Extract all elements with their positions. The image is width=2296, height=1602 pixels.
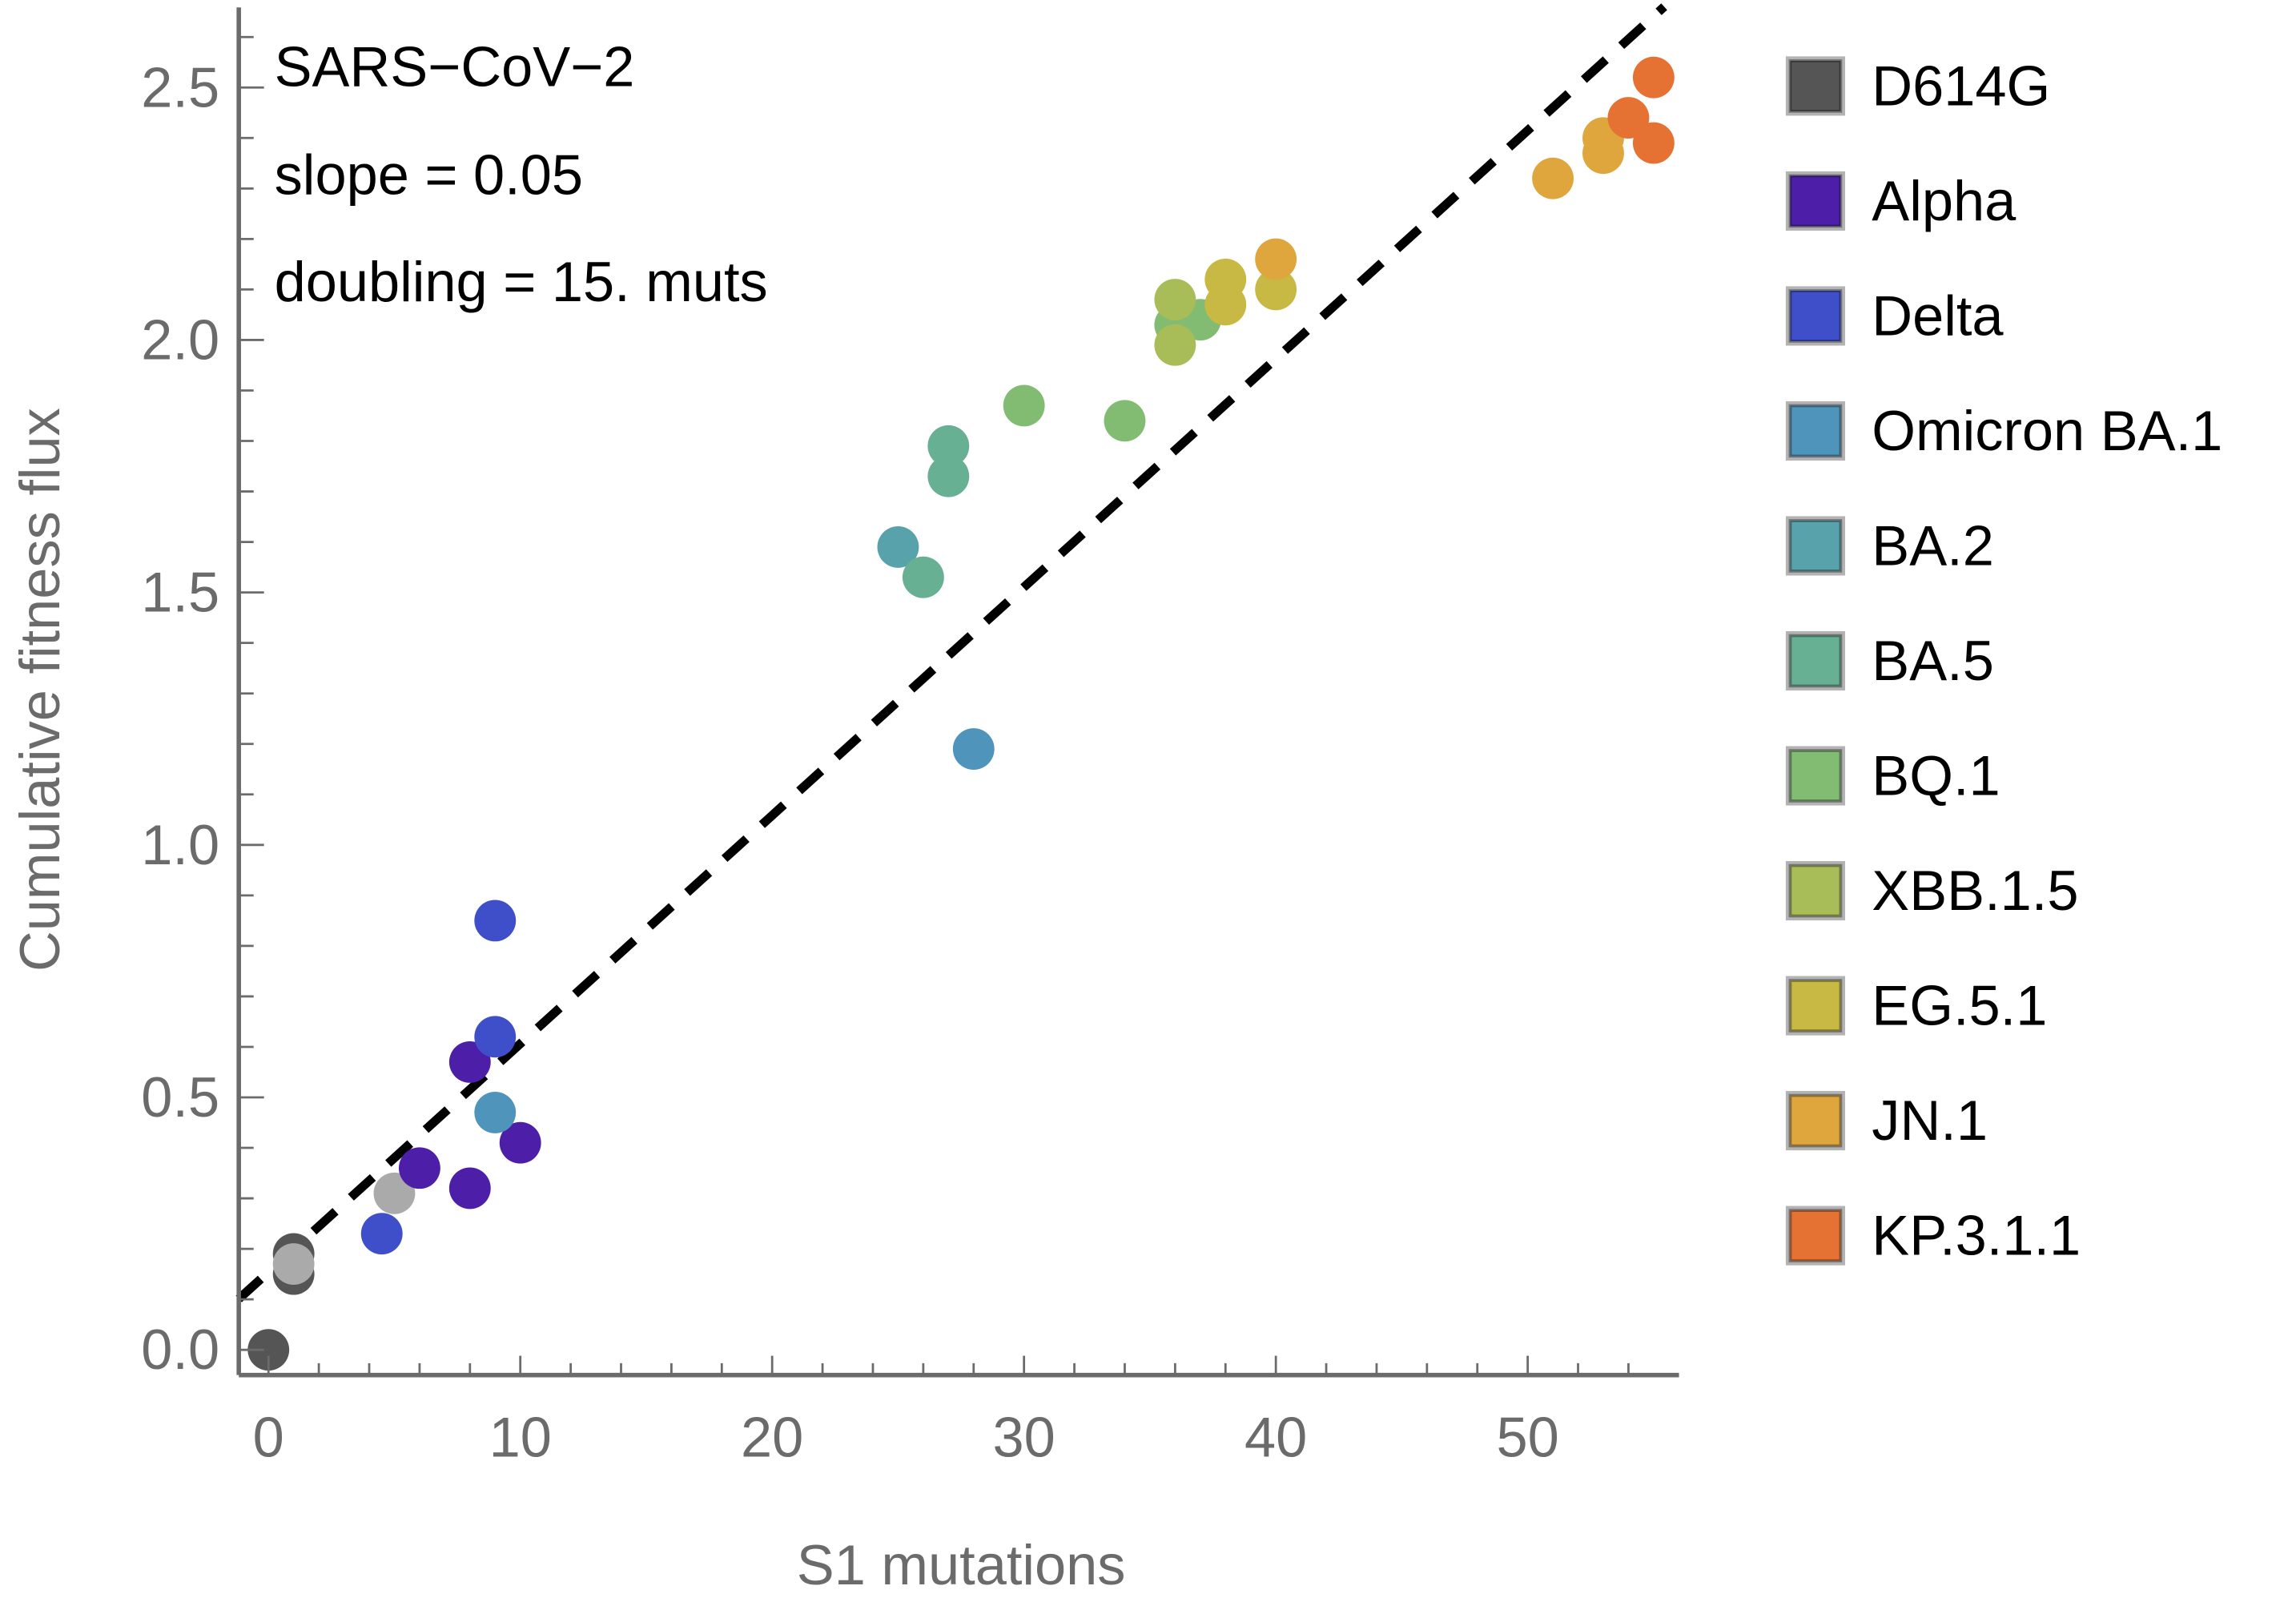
- legend-item: KP.3.1.1: [1785, 1204, 2081, 1267]
- legend-item: XBB.1.5: [1785, 859, 2078, 922]
- data-point: [1255, 268, 1297, 311]
- legend-item: BQ.1: [1785, 744, 2000, 807]
- legend-label: BA.5: [1872, 629, 1994, 692]
- legend: D614G Alpha Delta Omicron BA.1 BA.2 BA.5 BQ.1 X…: [1785, 54, 2222, 1267]
- y-tick-label: 1.0: [141, 813, 219, 876]
- legend-swatch: [1788, 404, 1843, 458]
- legend-label: Alpha: [1872, 169, 2017, 232]
- data-point: [448, 1167, 491, 1210]
- y-axis-title: Cumulative fitness flux: [8, 408, 71, 972]
- data-point: [1255, 238, 1297, 280]
- x-tick-label: 0: [253, 1406, 284, 1469]
- legend-swatch: [1788, 289, 1843, 343]
- legend-item: D614G: [1785, 54, 2050, 117]
- legend-swatch: [1788, 979, 1843, 1032]
- data-point: [474, 900, 517, 942]
- data-point: [1154, 324, 1196, 366]
- legend-item: EG.5.1: [1785, 974, 2047, 1037]
- data-point: [448, 1040, 491, 1083]
- legend-item: BA.2: [1785, 514, 1994, 578]
- legend-label: BQ.1: [1872, 744, 2000, 807]
- data-point: [474, 1016, 517, 1058]
- data-point: [902, 556, 944, 598]
- data-point: [877, 525, 919, 568]
- y-tick-label: 1.5: [141, 561, 219, 624]
- fit-line: [235, 3, 1667, 1302]
- legend-label: BA.2: [1872, 514, 1994, 578]
- legend-label: XBB.1.5: [1872, 859, 2078, 922]
- data-point: [927, 455, 970, 497]
- legend-swatch: [1788, 1093, 1843, 1148]
- legend-swatch: [1788, 1209, 1843, 1262]
- legend-item: Alpha: [1785, 169, 2017, 232]
- fit-line-layer: [235, 3, 1667, 1302]
- legend-label: KP.3.1.1: [1872, 1204, 2081, 1267]
- axes: 0 10 20 30 40 50 0.0 0.5 1.0 1.5 2.0 2.5: [141, 7, 1679, 1469]
- x-tick-label: 50: [1496, 1406, 1558, 1469]
- legend-swatch: [1788, 749, 1843, 803]
- data-point: [247, 1329, 290, 1371]
- legend-swatch: [1788, 634, 1843, 688]
- x-axis-title: S1 mutations: [797, 1533, 1126, 1596]
- legend-label: D614G: [1872, 54, 2050, 117]
- legend-swatch: [1788, 59, 1843, 113]
- legend-item: Omicron BA.1: [1785, 399, 2222, 462]
- data-point: [272, 1243, 315, 1285]
- legend-label: Delta: [1872, 284, 2004, 348]
- x-tick-label: 20: [741, 1406, 803, 1469]
- annotation-slope: slope = 0.05: [275, 143, 583, 207]
- data-point: [1607, 97, 1650, 139]
- x-tick-label: 40: [1245, 1406, 1307, 1469]
- data-point: [1532, 157, 1574, 199]
- legend-item: Delta: [1785, 284, 2004, 348]
- x-tick-label: 30: [993, 1406, 1056, 1469]
- data-point: [1204, 284, 1247, 326]
- legend-label: EG.5.1: [1872, 974, 2047, 1037]
- data-point: [474, 1091, 517, 1133]
- data-point: [373, 1172, 416, 1214]
- data-point: [1632, 122, 1675, 164]
- legend-swatch: [1788, 174, 1843, 228]
- y-tick-label: 2.5: [141, 55, 219, 119]
- y-tick-label: 2.0: [141, 308, 219, 372]
- legend-item: JN.1: [1785, 1089, 1988, 1152]
- points-layer: [247, 56, 1675, 1371]
- data-point: [499, 1121, 541, 1164]
- legend-swatch: [1788, 519, 1843, 573]
- data-point: [1104, 400, 1146, 442]
- data-point: [1003, 384, 1045, 427]
- data-point: [360, 1213, 403, 1255]
- y-tick-label: 0.5: [141, 1065, 219, 1129]
- data-point: [952, 728, 995, 770]
- data-point: [1632, 56, 1675, 99]
- legend-item: BA.5: [1785, 629, 1994, 692]
- annotation-virus: SARS−CoV−2: [275, 34, 635, 98]
- legend-label: JN.1: [1872, 1089, 1988, 1152]
- data-point: [927, 425, 970, 467]
- legend-label: Omicron BA.1: [1872, 399, 2222, 462]
- data-point: [1154, 279, 1196, 320]
- legend-swatch: [1788, 863, 1843, 918]
- data-point: [398, 1147, 440, 1189]
- x-tick-label: 10: [489, 1406, 552, 1469]
- y-tick-label: 0.0: [141, 1318, 219, 1381]
- annotation-doubling: doubling = 15. muts: [275, 250, 768, 313]
